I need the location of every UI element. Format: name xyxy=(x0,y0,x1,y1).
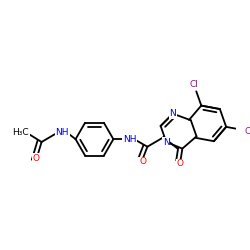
Text: N: N xyxy=(163,138,170,146)
Text: N: N xyxy=(170,109,176,118)
Text: NH: NH xyxy=(123,135,136,144)
Text: Cl: Cl xyxy=(189,80,198,89)
Text: O: O xyxy=(177,159,184,168)
Text: Cl: Cl xyxy=(244,126,250,136)
Text: O: O xyxy=(32,154,40,162)
Text: H₃C: H₃C xyxy=(12,128,29,137)
Text: NH: NH xyxy=(56,128,69,137)
Text: O: O xyxy=(139,157,146,166)
